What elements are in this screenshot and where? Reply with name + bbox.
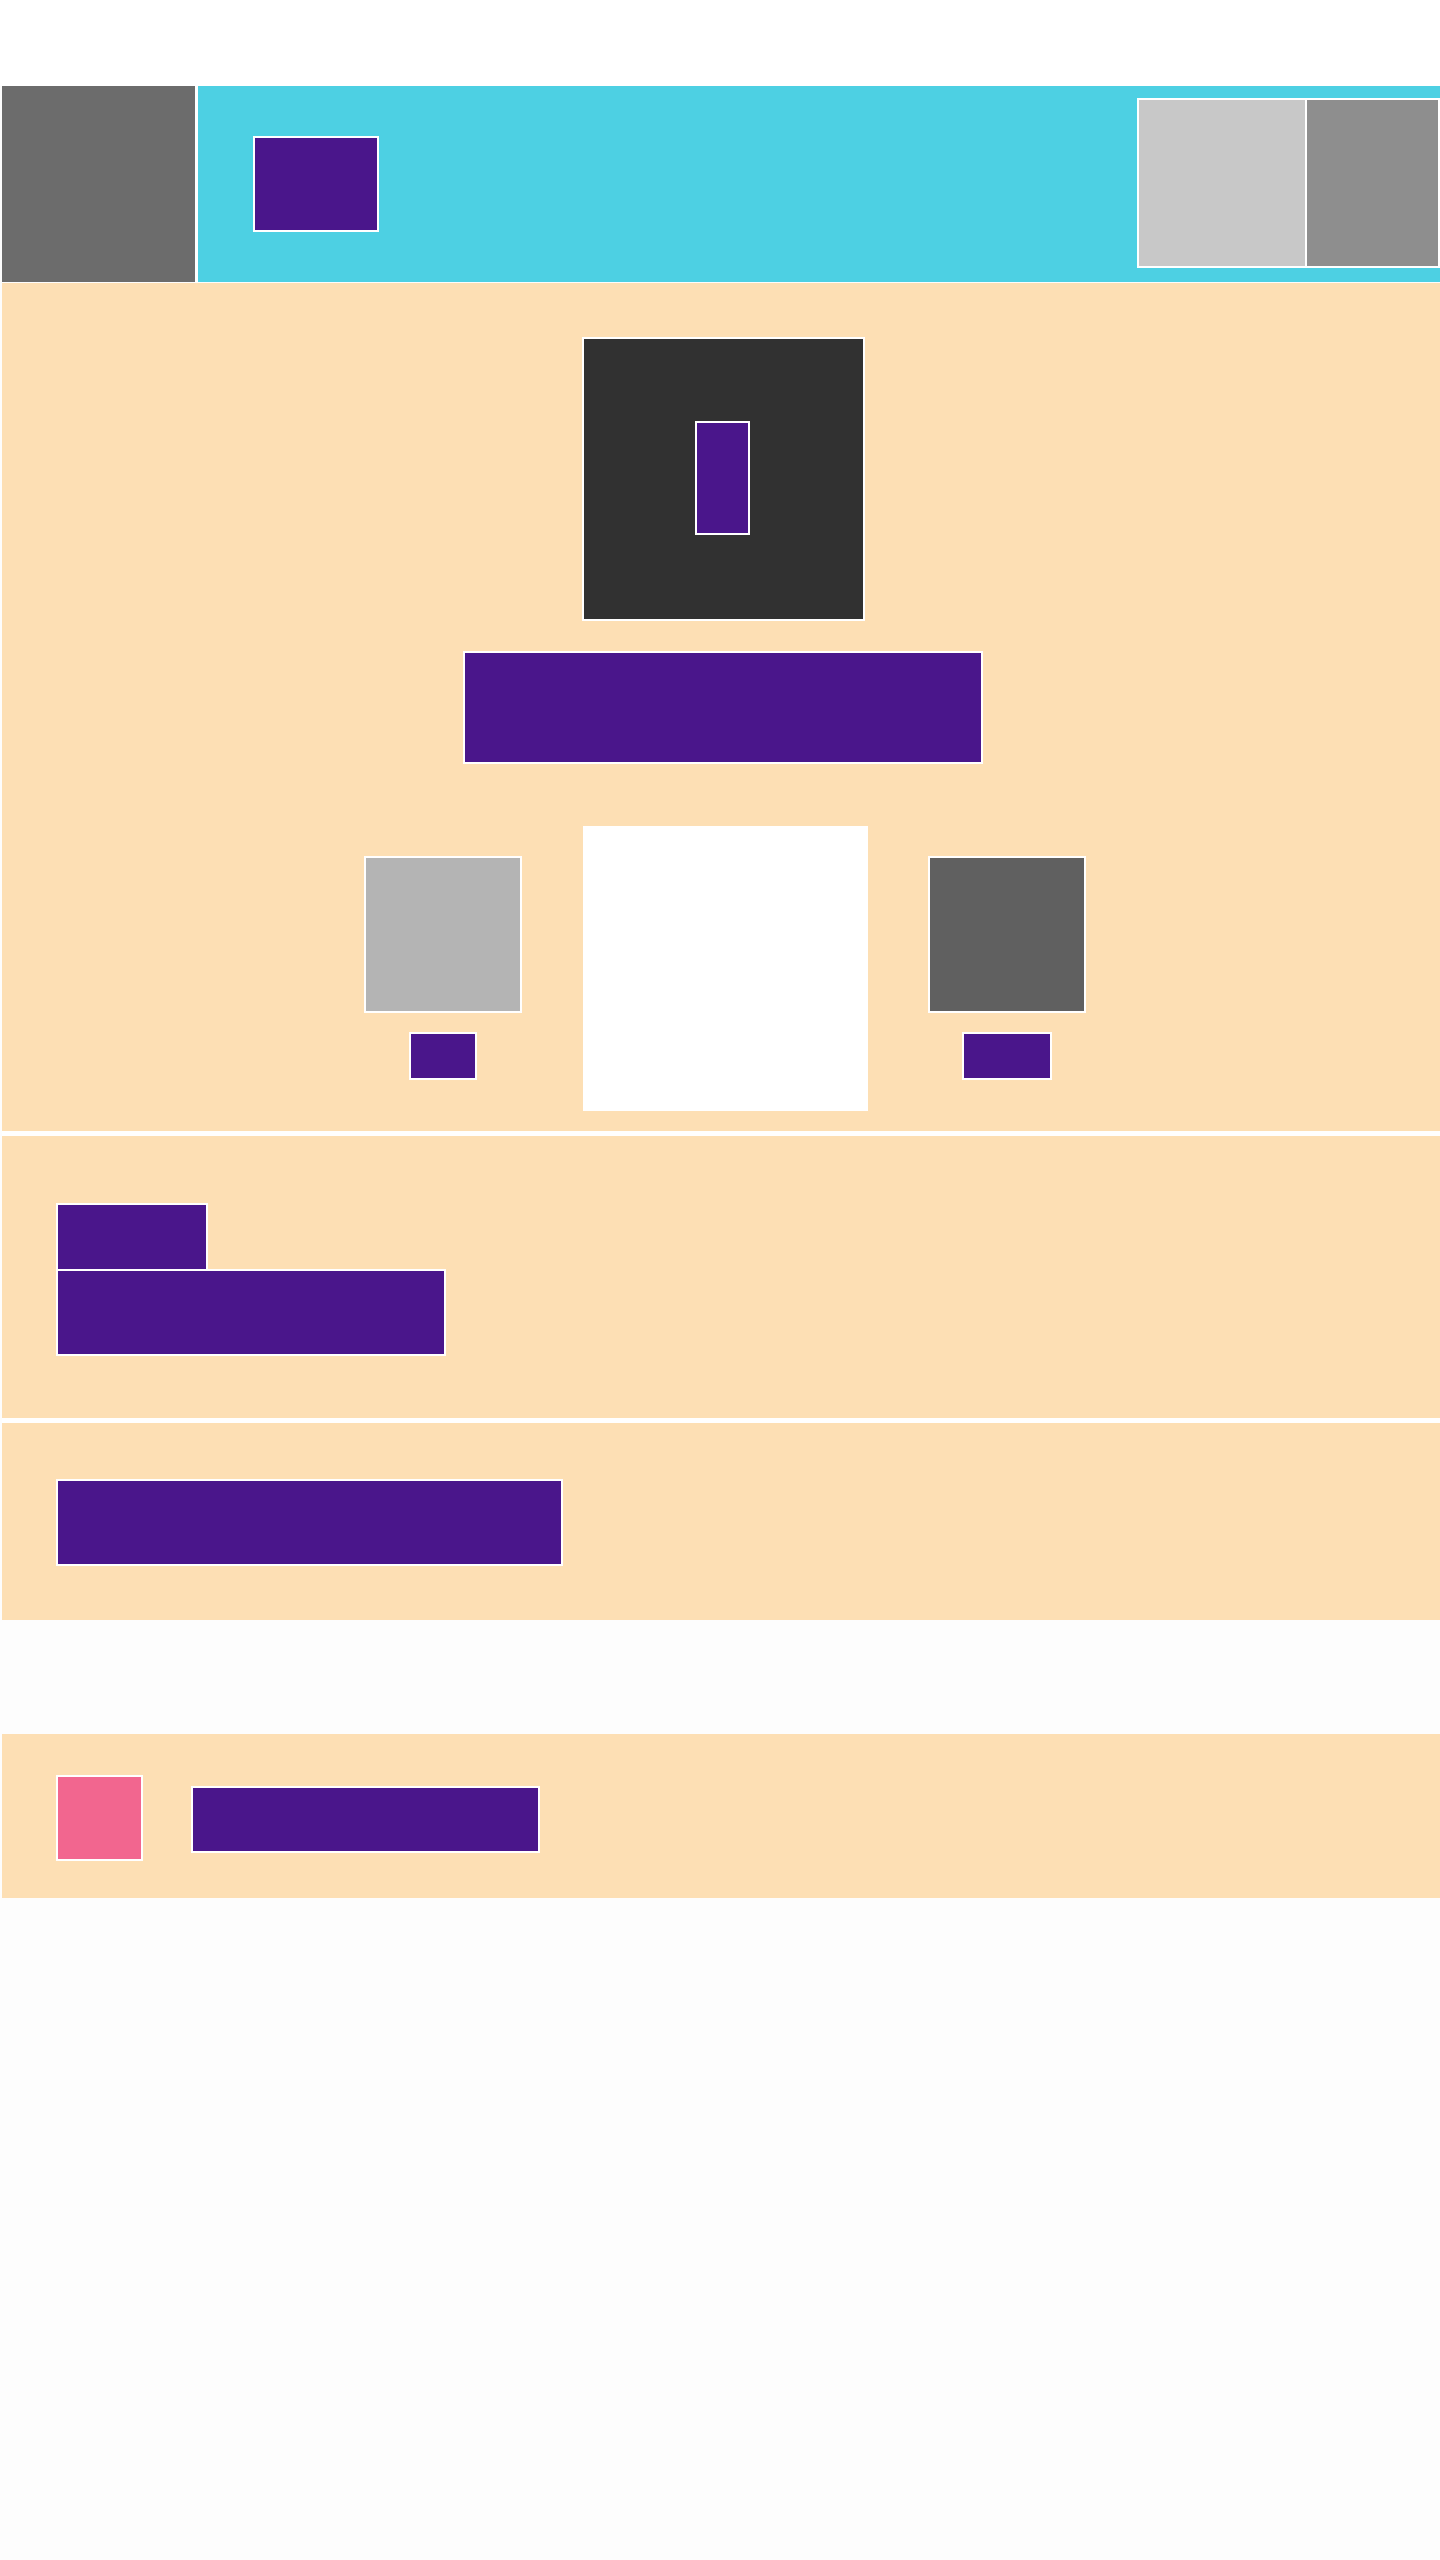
- section-separator: [2, 1131, 1440, 1136]
- option-left-label-block: [409, 1032, 477, 1080]
- hero-tile-inner-block: [695, 421, 750, 535]
- list-item-accent-square: [56, 1775, 143, 1861]
- option-center-tile[interactable]: [583, 826, 868, 1111]
- info-value-block: [56, 1479, 563, 1566]
- header-right-tile-1[interactable]: [1137, 98, 1307, 268]
- option-left-tile[interactable]: [364, 856, 522, 1013]
- header-right-tile-2[interactable]: [1305, 98, 1440, 268]
- top-blank-area: [0, 0, 1440, 86]
- section-separator: [2, 1418, 1440, 1423]
- option-right-label-block: [962, 1032, 1052, 1080]
- option-right-tile[interactable]: [928, 856, 1086, 1013]
- hero-title-block: [463, 651, 983, 764]
- hero-tile[interactable]: [582, 337, 865, 621]
- info-label-block: [56, 1203, 208, 1271]
- list-item-label-block: [191, 1786, 540, 1853]
- header-left-tile[interactable]: [2, 86, 198, 282]
- header-title-block: [253, 136, 379, 232]
- info-value-block: [56, 1269, 446, 1356]
